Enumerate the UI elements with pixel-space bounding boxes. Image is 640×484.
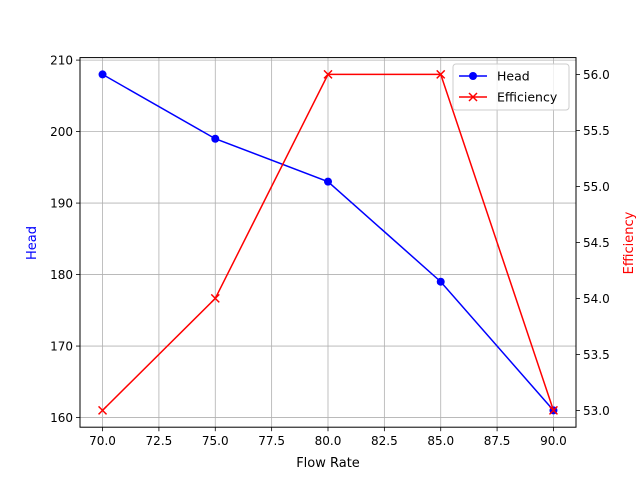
data-point xyxy=(436,277,445,286)
legend: Head Efficiency xyxy=(452,63,570,111)
legend-marker-icon xyxy=(469,72,477,80)
data-point xyxy=(98,405,108,415)
y-tick-label: 170 xyxy=(50,340,73,354)
y-axis-left-ticks: 160 170 180 190 200 210 xyxy=(50,54,80,425)
y-tick-label: 180 xyxy=(50,268,73,282)
x-tick-label: 75.0 xyxy=(202,434,229,448)
x-tick-label: 72.5 xyxy=(146,434,173,448)
y-axis-left-label: Head xyxy=(25,226,40,260)
data-point xyxy=(324,177,332,186)
data-point xyxy=(548,405,558,415)
x-tick-label: 85.0 xyxy=(427,434,454,448)
y-axis-right-label: Efficiency xyxy=(622,211,637,274)
data-point xyxy=(210,293,220,303)
y-tick-label: 190 xyxy=(50,197,73,211)
y2-tick-label: 54.0 xyxy=(583,292,610,306)
legend-marker-icon xyxy=(468,92,478,102)
y-tick-label: 210 xyxy=(50,54,73,68)
data-point xyxy=(323,69,333,79)
grid-lines xyxy=(80,57,576,428)
data-point xyxy=(98,70,107,79)
x-tick-label: 90.0 xyxy=(540,434,567,448)
y-axis-right-ticks: 53.0 53.5 54.0 54.5 55.0 55.5 56.0 xyxy=(576,68,610,418)
data-point xyxy=(211,134,220,143)
x-tick-label: 80.0 xyxy=(315,434,342,448)
legend-label: Head xyxy=(497,69,530,84)
x-axis-label: Flow Rate xyxy=(296,456,360,471)
x-tick-label: 82.5 xyxy=(371,434,398,448)
x-axis-ticks: 70.0 72.5 75.0 77.5 80.0 82.5 85.0 87.5 90.0 xyxy=(89,427,567,448)
series-layer xyxy=(98,69,558,415)
y-tick-label: 160 xyxy=(50,411,73,425)
y2-tick-label: 53.0 xyxy=(583,404,610,418)
y-tick-label: 200 xyxy=(50,125,73,139)
y2-tick-label: 56.0 xyxy=(583,68,610,82)
y2-tick-label: 53.5 xyxy=(583,348,610,362)
x-tick-label: 70.0 xyxy=(89,434,116,448)
y2-tick-label: 55.5 xyxy=(583,124,610,138)
x-tick-label: 87.5 xyxy=(484,434,511,448)
x-tick-label: 77.5 xyxy=(258,434,285,448)
legend-label: Efficiency xyxy=(497,90,558,105)
data-point xyxy=(436,69,446,79)
y2-tick-label: 54.5 xyxy=(583,236,610,250)
y2-tick-label: 55.0 xyxy=(583,180,610,194)
